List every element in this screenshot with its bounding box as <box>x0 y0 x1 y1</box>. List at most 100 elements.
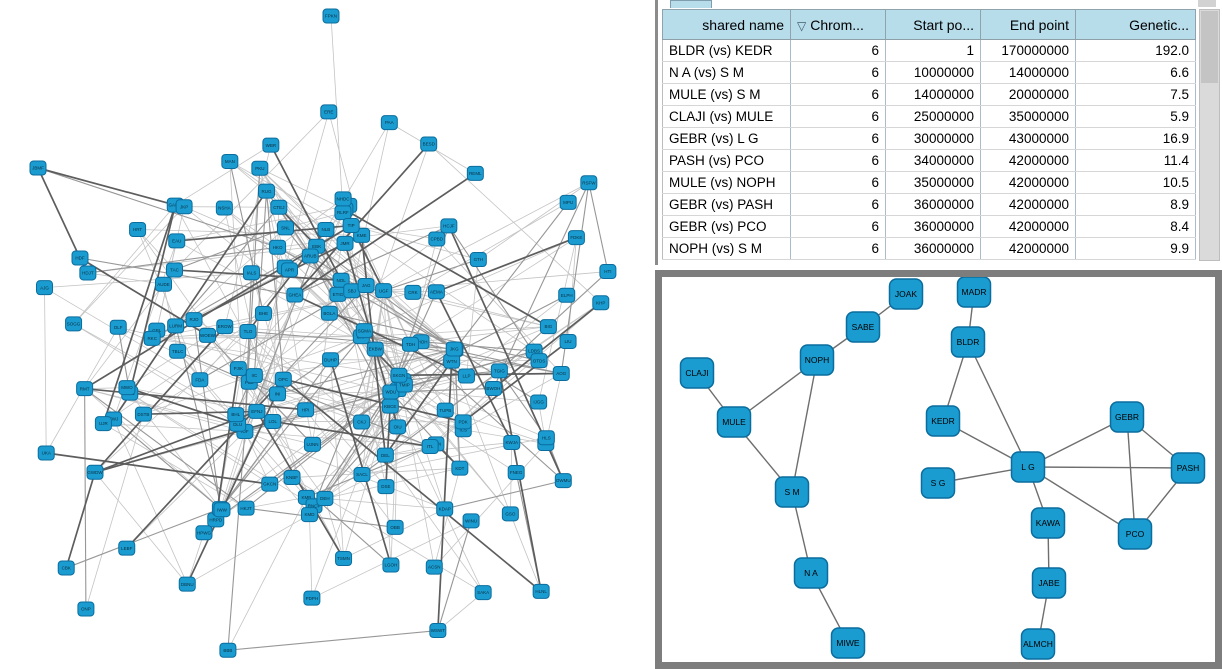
graph-edge[interactable] <box>175 206 280 327</box>
table-cell[interactable]: PASH (vs) PCO <box>662 149 791 172</box>
graph-edge[interactable] <box>113 418 221 509</box>
table-cell[interactable]: CLAJI (vs) MULE <box>662 105 791 128</box>
table-cell[interactable]: 7.5 <box>1075 83 1196 106</box>
graph-node[interactable]: KDAP <box>436 501 454 517</box>
graph-node[interactable]: EFNJ <box>248 403 266 419</box>
graph-edge[interactable] <box>183 206 296 296</box>
graph-node[interactable]: IWW <box>213 502 231 518</box>
graph-edge[interactable] <box>277 246 455 350</box>
graph-edge[interactable] <box>256 374 400 412</box>
graph-node[interactable]: AJG <box>36 280 54 296</box>
vertical-scrollbar-thumb[interactable] <box>1201 11 1218 83</box>
table-cell[interactable]: 42000000 <box>980 171 1076 194</box>
table-cell[interactable]: 35000000 <box>885 171 981 194</box>
graph-node[interactable]: HDF <box>71 250 89 266</box>
graph-node[interactable]: RKC <box>143 330 161 346</box>
graph-edge[interactable] <box>207 335 313 445</box>
graph-node[interactable]: CRK <box>404 284 422 300</box>
graph-edge[interactable] <box>313 348 376 507</box>
graph-node[interactable]: GSO <box>501 506 519 522</box>
graph-edge[interactable] <box>294 172 476 296</box>
table-cell[interactable]: 6 <box>790 127 886 150</box>
graph-edge[interactable] <box>94 472 188 585</box>
graph-edge[interactable] <box>37 167 81 259</box>
graph-node[interactable]: AUDE <box>155 276 173 292</box>
table-cell[interactable]: 6.6 <box>1075 61 1196 84</box>
graph-edge[interactable] <box>187 514 310 585</box>
graph-edge[interactable] <box>259 167 455 350</box>
table-cell[interactable]: 11.4 <box>1075 149 1196 172</box>
graph-node[interactable]: FDKE <box>567 230 585 246</box>
table-row[interactable]: BLDR (vs) KEDR 6 1 170000000 192.0 <box>662 39 1196 62</box>
graph-node[interactable]: TBLC <box>169 343 187 359</box>
graph-edge[interactable] <box>309 255 456 350</box>
graph-node[interactable]: IJGG <box>530 394 548 410</box>
graph-node[interactable]: BESD <box>420 136 438 152</box>
graph-edge[interactable] <box>433 468 461 568</box>
graph-edge[interactable] <box>492 302 602 390</box>
graph-node[interactable]: INI <box>269 386 287 402</box>
graph-edge[interactable] <box>46 452 270 485</box>
graph-node[interactable]: JKP <box>175 199 193 215</box>
graph-node[interactable]: AEMA <box>427 284 445 300</box>
table-cell[interactable]: 36000000 <box>885 193 981 216</box>
graph-node[interactable]: SNL <box>277 220 295 236</box>
graph-edge[interactable] <box>351 225 479 260</box>
graph-node[interactable]: LIU <box>559 333 577 349</box>
graph-node[interactable]: NLB <box>317 222 335 238</box>
table-cell[interactable]: GEBR (vs) PASH <box>662 193 791 216</box>
graph-edge[interactable] <box>436 236 577 293</box>
graph-edge[interactable] <box>244 272 253 432</box>
graph-edge[interactable] <box>278 206 311 257</box>
graph-edge[interactable] <box>284 111 330 268</box>
table-cell[interactable]: GEBR (vs) PCO <box>662 215 791 238</box>
graph-node[interactable]: RUG <box>258 183 276 199</box>
graph-node[interactable]: S G <box>920 467 956 499</box>
graph-node[interactable]: GKCN <box>261 476 279 492</box>
table-row[interactable]: GEBR (vs) PASH 6 36000000 42000000 8.9 <box>662 193 1196 216</box>
graph-edge[interactable] <box>451 361 511 514</box>
graph-edge[interactable] <box>435 291 513 443</box>
graph-node[interactable]: UJR <box>94 416 112 432</box>
graph-edge[interactable] <box>112 190 268 420</box>
graph-edge[interactable] <box>94 326 226 473</box>
graph-node[interactable]: SAKA <box>474 585 492 601</box>
graph-edge[interactable] <box>199 290 353 381</box>
graph-edge[interactable] <box>229 161 327 230</box>
graph-node[interactable]: SOGG <box>65 316 83 332</box>
graph-node[interactable]: OPC <box>274 371 292 387</box>
graph-node[interactable]: JOAK <box>888 278 924 310</box>
graph-node[interactable]: LEBF <box>118 540 136 556</box>
graph-edge[interactable] <box>269 374 400 485</box>
graph-node[interactable]: KBCE <box>381 398 399 414</box>
graph-node[interactable]: AOG <box>552 366 570 382</box>
graph-node[interactable]: WSWT <box>429 623 447 639</box>
table-cell[interactable]: 170000000 <box>980 39 1076 62</box>
table-row[interactable]: N A (vs) S M 6 10000000 14000000 6.6 <box>662 61 1196 84</box>
table-cell[interactable]: 6 <box>790 171 886 194</box>
graph-node[interactable]: JMR <box>336 235 354 251</box>
graph-node[interactable]: CBK <box>57 560 75 576</box>
graph-edge[interactable] <box>251 272 284 380</box>
vertical-scrollbar[interactable] <box>1199 9 1220 261</box>
graph-node[interactable]: NOPH <box>799 344 835 376</box>
graph-edge[interactable] <box>256 410 345 559</box>
graph-node[interactable]: ITL <box>421 439 439 455</box>
graph-edge[interactable] <box>186 378 285 585</box>
table-cell[interactable]: MULE (vs) NOPH <box>662 171 791 194</box>
graph-node[interactable]: LOL <box>264 413 282 429</box>
graph-edge[interactable] <box>1027 466 1136 535</box>
graph-node[interactable]: HDJT <box>79 265 97 281</box>
table-row[interactable]: PASH (vs) PCO 6 34000000 42000000 11.4 <box>662 149 1196 172</box>
table-cell[interactable]: 6 <box>790 193 886 216</box>
graph-node[interactable]: S M <box>774 476 810 508</box>
graph-edge[interactable] <box>398 348 455 376</box>
graph-edge[interactable] <box>316 245 400 376</box>
graph-edge[interactable] <box>454 349 461 469</box>
graph-node[interactable]: DEL <box>376 447 394 463</box>
table-cell[interactable]: 6 <box>790 215 886 238</box>
graph-edge[interactable] <box>283 378 464 423</box>
table-cell[interactable]: 14000000 <box>885 83 981 106</box>
graph-node[interactable]: BGLA <box>320 305 338 321</box>
